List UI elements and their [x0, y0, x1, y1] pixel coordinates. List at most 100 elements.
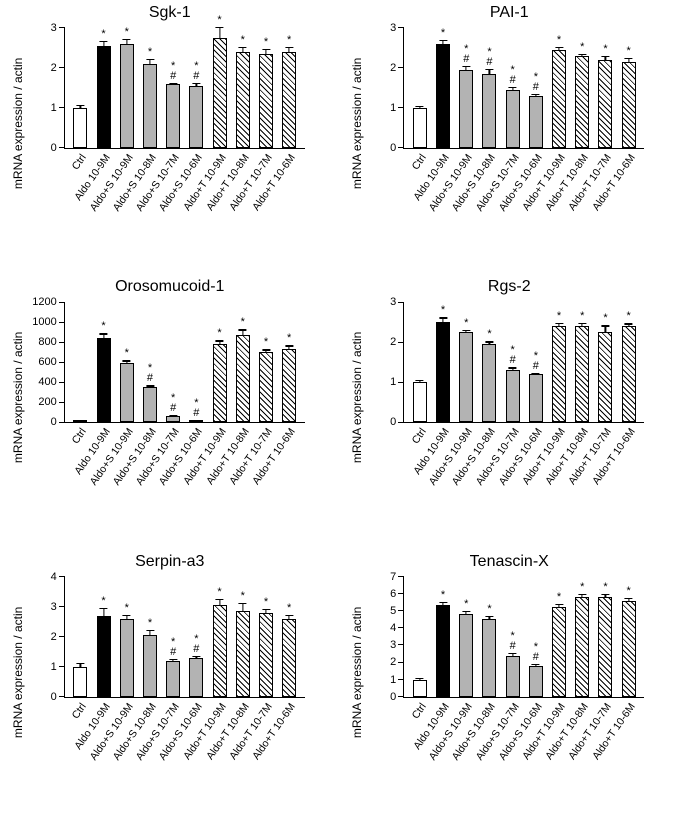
error-bar [605, 325, 606, 333]
x-labels: CtrlAldo 10-9MAldo+S 10-9MAldo+S 10-8MAl… [403, 699, 643, 779]
error-bar [242, 603, 243, 612]
bar [413, 382, 427, 422]
bar-slot: * [594, 302, 617, 422]
significance-marker: * [603, 313, 607, 323]
bar-slot: *# [162, 302, 185, 422]
y-axis-label: mRNA expression / actin [350, 606, 364, 737]
significance-marker: * [580, 311, 584, 321]
bar: * [213, 344, 227, 422]
bar: *# [506, 370, 520, 422]
y-tick-label: 2 [390, 336, 396, 348]
significance-marker: * [101, 596, 105, 606]
bar: * [236, 52, 250, 148]
x-tick-label: Aldo+T 10-6M [616, 424, 639, 504]
bar-slot: *# [455, 28, 478, 148]
bar-slot: * [571, 28, 594, 148]
significance-marker: *# [533, 72, 539, 92]
axes: 020040060080010001200***#*#*#**** [64, 302, 305, 423]
error-bar [196, 83, 197, 87]
y-tick-label: 600 [38, 356, 56, 368]
bar: * [259, 352, 273, 422]
error-bar [466, 330, 467, 333]
chart-panel: Sgk-1mRNA expression / actin0123****#*#*… [0, 0, 340, 274]
y-tick-label: 1 [390, 674, 396, 686]
error-bar [582, 594, 583, 598]
significance-marker: * [580, 582, 584, 592]
bar: * [459, 332, 473, 422]
significance-marker: * [148, 618, 152, 628]
y-tick-label: 2 [390, 656, 396, 668]
error-bar [442, 40, 443, 45]
bar: * [97, 338, 111, 422]
error-bar [535, 94, 536, 97]
error-bar [558, 323, 559, 328]
y-tick-label: 0 [51, 416, 57, 428]
x-tick-label: Aldo+T 10-6M [616, 699, 639, 779]
significance-marker: *# [533, 351, 539, 371]
bar-slot: * [594, 28, 617, 148]
bar-slot: * [617, 577, 640, 697]
bar-slot: *# [185, 28, 208, 148]
y-tick-label: 1 [51, 661, 57, 673]
bar-slot: *# [478, 28, 501, 148]
significance-marker: *# [193, 634, 199, 654]
bar: * [575, 326, 589, 422]
x-tick-label: Aldo+T 10-6M [277, 150, 300, 230]
y-tick-label: 200 [38, 396, 56, 408]
bar: * [97, 46, 111, 148]
bar: * [259, 54, 273, 148]
bar-slot: * [278, 28, 301, 148]
bar: * [552, 326, 566, 422]
significance-marker: * [441, 305, 445, 315]
error-bar [149, 385, 150, 388]
error-bar [466, 611, 467, 615]
bar-slot: * [231, 28, 254, 148]
significance-marker: * [557, 35, 561, 45]
y-tick-label: 400 [38, 376, 56, 388]
bar-slot: *# [162, 28, 185, 148]
error-bar [126, 39, 127, 45]
bar: * [436, 605, 450, 697]
y-tick-label: 5 [390, 605, 396, 617]
chart-panel: Serpin-a3mRNA expression / actin01234***… [0, 549, 340, 823]
error-bar [628, 323, 629, 327]
y-tick-label: 1000 [32, 316, 56, 328]
significance-marker: * [241, 591, 245, 601]
bar: * [213, 38, 227, 148]
bar: * [143, 64, 157, 148]
bar-slot: * [254, 302, 277, 422]
significance-marker: * [101, 29, 105, 39]
bar-slot: * [455, 302, 478, 422]
axes: 0123**#*#*#*#**** [403, 28, 644, 149]
significance-marker: * [125, 27, 129, 37]
y-tick-label: 3 [390, 22, 396, 34]
bar: * [459, 614, 473, 696]
y-axis-label: mRNA expression / actin [11, 606, 25, 737]
significance-marker: * [627, 46, 631, 56]
significance-marker: * [441, 590, 445, 600]
bar: * [482, 619, 496, 697]
y-tick-label: 0 [390, 142, 396, 154]
bar: * [622, 62, 636, 148]
significance-marker: * [603, 582, 607, 592]
significance-marker: * [125, 603, 129, 613]
error-bar [419, 380, 420, 383]
bar-slot: * [138, 577, 161, 697]
significance-marker: * [580, 42, 584, 52]
significance-marker: * [464, 599, 468, 609]
bars-container: **#*#*#*#**** [404, 28, 644, 148]
bar: * [236, 335, 250, 422]
bar-slot: *# [501, 28, 524, 148]
bar-slot: *# [501, 302, 524, 422]
error-bar [558, 604, 559, 607]
bar: * [282, 619, 296, 697]
significance-marker: * [557, 311, 561, 321]
y-tick-label: 2 [51, 62, 57, 74]
x-tick-label: Aldo+T 10-6M [277, 424, 300, 504]
bar: * [213, 605, 227, 697]
bar: *# [459, 70, 473, 148]
bar-slot: * [92, 302, 115, 422]
error-bar [442, 317, 443, 323]
bar: * [282, 349, 296, 422]
bar: *# [529, 96, 543, 148]
